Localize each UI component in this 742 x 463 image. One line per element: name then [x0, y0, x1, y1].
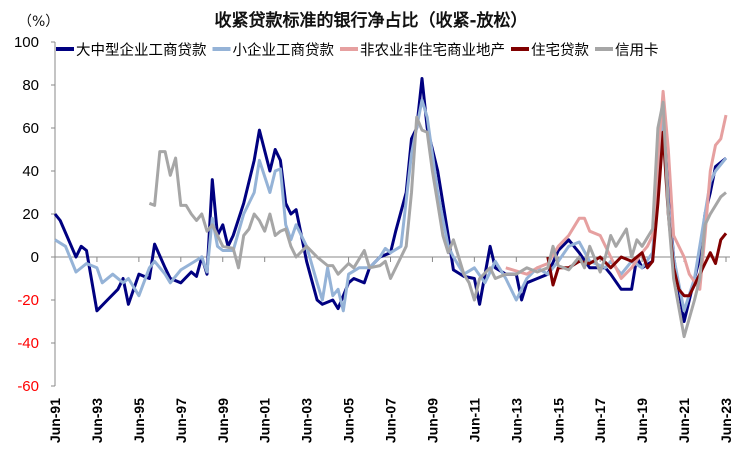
x-tick-label: Jun-03: [299, 398, 315, 443]
x-tick-label: Jun-23: [718, 398, 734, 443]
legend-label-1: 大中型企业工商贷款: [76, 41, 207, 59]
y-tick-label: 80: [22, 77, 39, 94]
legend-label-5: 信用卡: [615, 42, 659, 59]
x-tick-label: Jun-19: [634, 398, 650, 443]
x-tick-label: Jun-01: [257, 398, 273, 443]
series-line-3: [505, 89, 728, 291]
x-tick-label: Jun-99: [215, 398, 231, 443]
x-tick-label: Jun-95: [131, 398, 147, 443]
x-tick-label: Jun-93: [89, 398, 105, 443]
x-tick-label: Jun-07: [383, 398, 399, 443]
x-tick-label: Jun-11: [466, 398, 482, 443]
x-tick-label: Jun-91: [47, 398, 63, 443]
chart-title: 收紧贷款标准的银行净占比（收紧-放松）: [214, 11, 528, 31]
x-tick-label: Jun-13: [508, 398, 524, 443]
x-tick-label: Jun-97: [173, 398, 189, 443]
x-tick-label: Jun-05: [341, 398, 357, 443]
y-tick-label: -20: [17, 292, 39, 309]
series-line-5: [148, 100, 727, 339]
y-tick-label: -60: [17, 378, 39, 395]
x-tick-label: Jun-17: [592, 398, 608, 443]
y-tick-label: -40: [17, 335, 39, 352]
legend-label-3: 非农业非住宅商业地产: [360, 42, 505, 59]
y-tick-label: 100: [14, 34, 39, 51]
y-tick-label: 20: [22, 206, 39, 223]
y-tick-label: 40: [22, 163, 39, 180]
x-tick-label: Jun-09: [424, 398, 440, 443]
legend-label-2: 小企业工商贷款: [233, 41, 335, 59]
legend-label-4: 住宅贷款: [531, 42, 589, 59]
x-tick-label: Jun-15: [550, 398, 566, 443]
y-tick-label: 60: [22, 120, 39, 137]
y-tick-label: 0: [31, 249, 39, 266]
x-tick-label: Jun-21: [676, 398, 692, 443]
y-axis-unit: （%）: [18, 14, 60, 30]
